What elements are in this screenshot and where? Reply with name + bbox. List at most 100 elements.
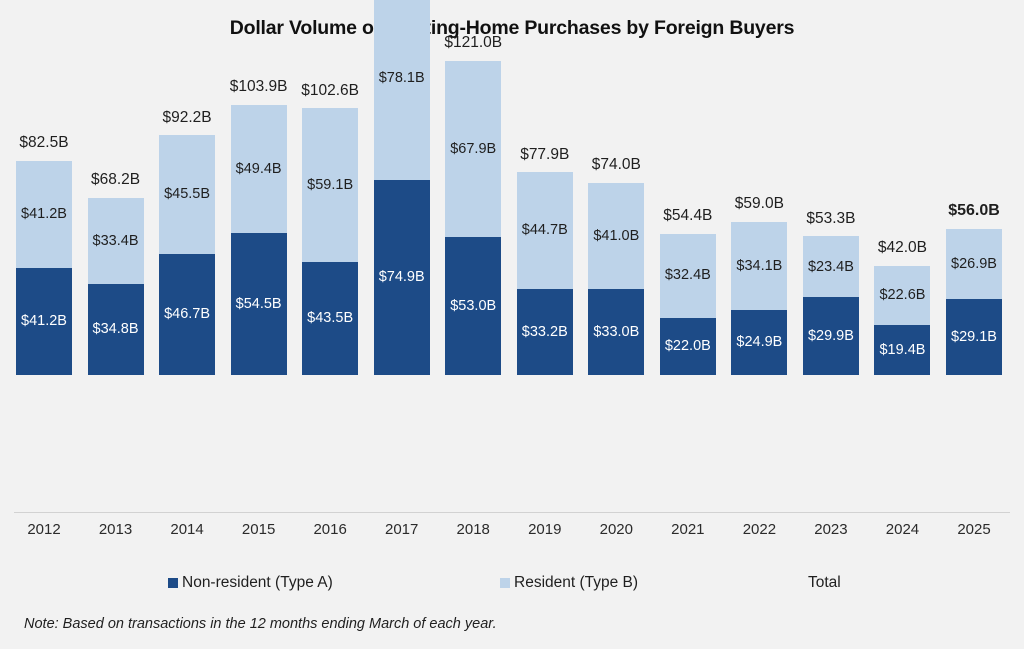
bar-segment-label: $33.2B [521, 323, 568, 340]
bar-segment-resident[interactable]: $59.1B [302, 108, 359, 262]
stacked-bar[interactable]: $26.9B $29.1B [946, 229, 1002, 375]
stacked-bar[interactable]: $34.1B $24.9B [731, 221, 788, 375]
bar-segment-label: $32.4B [664, 267, 711, 284]
stacked-bar[interactable]: $22.6B $19.4B [874, 265, 931, 375]
stacked-bar[interactable]: $45.5B $46.7B [159, 135, 216, 375]
bar-segment-label: $29.1B [951, 328, 997, 345]
x-axis-tick-2019: 2019 [528, 521, 562, 538]
bar-segment-label: $41.2B [21, 205, 67, 222]
bar-segment-label: $41.2B [21, 313, 67, 330]
bar-segment-label: $33.4B [92, 232, 139, 249]
x-axis-tick-2020: 2020 [599, 521, 633, 538]
stacked-bar[interactable]: $33.4B $34.8B [87, 197, 144, 375]
stacked-bar[interactable]: $67.9B $53.0B [445, 60, 502, 375]
chart-legend: Non-resident (Type A) Resident (Type B) To… [0, 570, 1024, 596]
plot-area: $41.2B $41.2B $82.5B $33.4B $34.8B $68.2B $45.… [14, 0, 1010, 513]
bar-segment-resident[interactable]: $49.4B [230, 104, 287, 234]
x-axis-tick-2022: 2022 [742, 521, 777, 538]
bar-segment-non-resident[interactable]: $43.5B [302, 261, 359, 375]
bar-segment-non-resident[interactable]: $34.8B [87, 284, 144, 375]
legend-label: Resident (Type B) [514, 574, 639, 591]
legend-label: Non-resident (Type A) [182, 574, 333, 591]
bar-segment-label: $29.9B [807, 327, 854, 344]
bar-segment-non-resident[interactable]: $33.2B [516, 288, 573, 375]
bar-segment-label: $19.4B [879, 341, 926, 358]
chart-footnote: Note: Based on transactions in the 12 mo… [24, 616, 497, 632]
bar-segment-label: $33.0B [593, 323, 640, 340]
bar-segment-non-resident[interactable]: $54.5B [230, 233, 287, 375]
x-axis-tick-2017: 2017 [385, 521, 419, 538]
bar-segment-label: $49.4B [235, 160, 282, 177]
bar-segment-non-resident[interactable]: $29.9B [802, 297, 859, 375]
bar-segment-label: $59.1B [307, 176, 354, 193]
legend-item-1[interactable]: Non-resident (Type A) [168, 570, 333, 596]
bar-segment-non-resident[interactable]: $53.0B [445, 237, 502, 375]
bar-total-label: $92.2B [162, 108, 212, 126]
bar-total-label: $121.0B [444, 34, 503, 52]
legend-swatch-icon [168, 578, 178, 588]
bar-segment-label: $23.4B [807, 258, 854, 275]
bar-segment-resident[interactable]: $67.9B [445, 60, 502, 238]
stacked-bar[interactable]: $44.7B $33.2B [516, 172, 573, 375]
bar-segment-resident[interactable]: $45.5B [159, 135, 216, 254]
bar-total-label: $59.0B [734, 195, 784, 213]
bar-segment-label: $26.9B [951, 256, 997, 273]
bar-total-label: $42.0B [877, 239, 928, 257]
stacked-bar[interactable]: $32.4B $22.0B [659, 233, 716, 375]
bar-segment-non-resident[interactable]: $19.4B [874, 324, 931, 375]
bar-segment-label: $41.0B [593, 227, 640, 244]
bar-total-label: $53.3B [806, 209, 856, 227]
bar-total-label: $102.6B [301, 81, 360, 99]
bar-segment-non-resident[interactable]: $29.1B [946, 299, 1002, 375]
x-axis-tick-2025: 2025 [957, 521, 991, 538]
bar-segment-resident[interactable]: $34.1B [731, 221, 788, 311]
bar-segment-non-resident[interactable]: $33.0B [588, 289, 645, 375]
bar-segment-non-resident[interactable]: $22.0B [659, 317, 716, 375]
bar-total-label: $82.5B [19, 134, 69, 152]
bar-segment-resident[interactable]: $23.4B [802, 236, 859, 298]
bar-segment-label: $53.0B [450, 297, 497, 314]
bar-segment-label: $22.0B [664, 338, 711, 355]
bar-segment-label: $46.7B [164, 306, 211, 323]
bar-segment-label: $34.1B [736, 257, 783, 274]
x-axis-tick-2024: 2024 [885, 521, 920, 538]
bar-segment-label: $45.5B [164, 186, 211, 203]
legend-item-3[interactable]: Total [808, 570, 841, 596]
x-axis-tick-2021: 2021 [671, 521, 705, 538]
bar-segment-resident[interactable]: $41.0B [588, 182, 645, 290]
bar-segment-resident[interactable]: $32.4B [659, 233, 716, 318]
x-axis-tick-2023: 2023 [814, 521, 848, 538]
bar-segment-resident[interactable]: $33.4B [87, 197, 144, 285]
bar-segment-label: $24.9B [736, 334, 783, 351]
bar-segment-non-resident[interactable]: $41.2B [16, 267, 72, 375]
stacked-bar[interactable]: $41.0B $33.0B [588, 182, 645, 375]
bar-segment-non-resident[interactable]: $24.9B [731, 310, 788, 375]
legend-label: Total [808, 574, 841, 591]
bar-segment-resident[interactable]: $41.2B [16, 160, 72, 268]
stacked-bar[interactable]: $78.1B $74.9B [373, 0, 430, 375]
bar-segment-label: $34.8B [92, 321, 139, 338]
bar-segment-label: $67.9B [450, 140, 497, 157]
legend-item-2[interactable]: Resident (Type B) [500, 570, 638, 596]
chart-title: Dollar Volume of Existing-Home Purchases… [229, 17, 795, 39]
bar-total-label: $77.9B [520, 145, 570, 163]
bar-total-label: $103.9B [229, 78, 288, 96]
bar-segment-non-resident[interactable]: $74.9B [373, 180, 430, 375]
stacked-bar[interactable]: $49.4B $54.5B [230, 104, 287, 375]
bar-total-label: $74.0B [591, 156, 641, 174]
bar-segment-resident[interactable]: $26.9B [946, 229, 1002, 300]
bar-segment-resident[interactable]: $22.6B [874, 265, 931, 325]
bar-segment-label: $54.5B [235, 295, 282, 312]
bar-segment-resident[interactable]: $44.7B [516, 172, 573, 289]
stacked-bar[interactable]: $23.4B $29.9B [802, 236, 859, 375]
bar-segment-label: $43.5B [307, 310, 354, 327]
stacked-bar[interactable]: $41.2B $41.2B [16, 160, 72, 375]
x-axis-tick-2016: 2016 [313, 521, 347, 538]
bar-segment-non-resident[interactable]: $46.7B [159, 253, 216, 375]
x-axis-tick-2018: 2018 [456, 521, 490, 538]
bar-segment-label: $22.6B [879, 286, 926, 303]
bar-segment-resident[interactable]: $78.1B [373, 0, 430, 181]
x-axis-tick-2015: 2015 [241, 521, 276, 538]
stacked-bar[interactable]: $59.1B $43.5B [302, 108, 359, 375]
